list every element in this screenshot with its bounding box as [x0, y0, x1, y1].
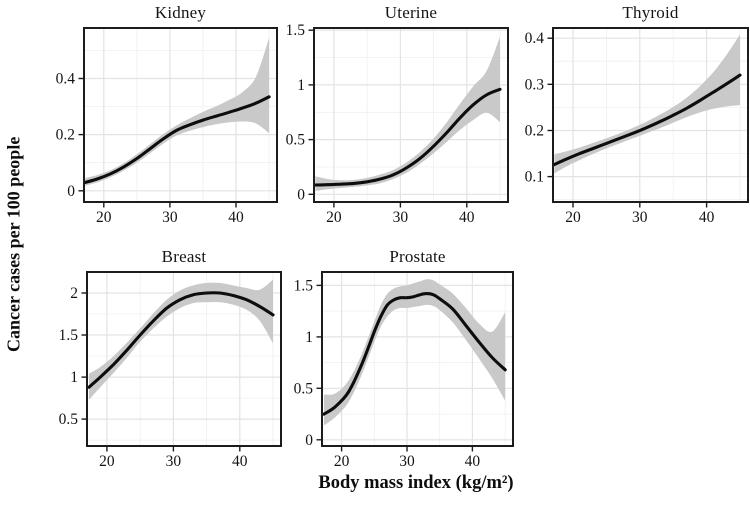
panel-border [83, 27, 278, 203]
y-tick-label: 0.2 [525, 123, 544, 140]
y-tick-label: 0.4 [56, 71, 76, 88]
y-tick-label: 1 [297, 77, 305, 94]
y-tick-label: 2 [70, 285, 78, 302]
panel-border [321, 271, 514, 447]
x-tick-label: 40 [228, 209, 244, 226]
x-tick-label: 40 [459, 209, 475, 226]
x-tick-label: 30 [162, 209, 178, 226]
panel-border [86, 271, 282, 447]
panel-border [552, 27, 749, 203]
confidence-band [85, 37, 270, 186]
panel-border [313, 27, 509, 203]
breast-panel-title: Breast [161, 247, 207, 266]
x-tick-label: 20 [99, 453, 115, 470]
y-axis-label: Cancer cases per 100 people [3, 136, 24, 352]
y-tick-label: 0.5 [294, 380, 314, 397]
panel-uterine: Uterine 20 30 40 0 0.5 1 1.5 [286, 3, 509, 226]
confidence-band [89, 279, 273, 400]
fitted-curve [322, 292, 507, 416]
uterine-plot: 20 30 40 0 0.5 1 1.5 [286, 22, 509, 226]
y-tick-label: 0 [67, 183, 75, 200]
kidney-plot: 20 30 40 0 0.2 0.4 [56, 27, 278, 226]
x-tick-label: 40 [465, 453, 481, 470]
panel-kidney: Kidney 20 30 40 0 0.2 0.4 [56, 3, 278, 226]
prostate-plot: 20 30 40 0 0.5 1 1.5 [294, 271, 514, 470]
y-tick-label: 1.5 [286, 22, 306, 39]
y-tick-label: 0.2 [56, 127, 75, 144]
uterine-panel-title: Uterine [384, 3, 438, 22]
x-tick-label: 20 [326, 209, 342, 226]
breast-plot: 20 30 40 0.5 1 1.5 2 [59, 271, 282, 470]
x-tick-label: 30 [166, 453, 182, 470]
prostate-panel-title: Prostate [389, 247, 446, 266]
y-tick-label: 0.4 [525, 30, 545, 47]
y-tick-label: 0 [297, 186, 305, 203]
y-tick-label: 0.1 [525, 169, 544, 186]
kidney-panel-title: Kidney [154, 3, 207, 22]
y-tick-label: 1.5 [59, 327, 79, 344]
y-tick-label: 1.5 [294, 277, 314, 294]
y-tick-label: 0.5 [59, 411, 79, 428]
x-tick-label: 30 [393, 209, 409, 226]
fitted-curve [83, 95, 271, 184]
y-tick-label: 0.3 [525, 76, 545, 93]
x-tick-label: 20 [96, 209, 112, 226]
y-tick-label: 0 [305, 432, 313, 449]
y-tick-label: 1 [305, 329, 313, 346]
fitted-curve [313, 87, 502, 187]
panel-thyroid: Thyroid 20 30 40 0.1 0.2 0.3 0.4 [525, 3, 749, 226]
thyroid-plot: 20 30 40 0.1 0.2 0.3 0.4 [525, 27, 749, 226]
y-tick-label: 1 [70, 369, 78, 386]
thyroid-panel-title: Thyroid [622, 3, 679, 22]
x-tick-label: 40 [232, 453, 248, 470]
confidence-band [324, 279, 506, 426]
x-axis-label: Body mass index (kg/m²) [318, 473, 514, 493]
x-tick-label: 30 [632, 209, 648, 226]
panel-prostate: Prostate 20 30 40 0 0.5 1 1.5 [294, 247, 514, 470]
confidence-band [554, 34, 740, 174]
fitted-curve [87, 291, 275, 389]
x-tick-label: 20 [334, 453, 350, 470]
fitted-curve [552, 73, 742, 167]
panel-breast: Breast 20 30 40 0.5 1 1.5 2 [59, 247, 282, 470]
x-tick-label: 30 [399, 453, 415, 470]
x-tick-label: 40 [699, 209, 715, 226]
x-tick-label: 20 [565, 209, 581, 226]
y-tick-label: 0.5 [286, 132, 306, 149]
